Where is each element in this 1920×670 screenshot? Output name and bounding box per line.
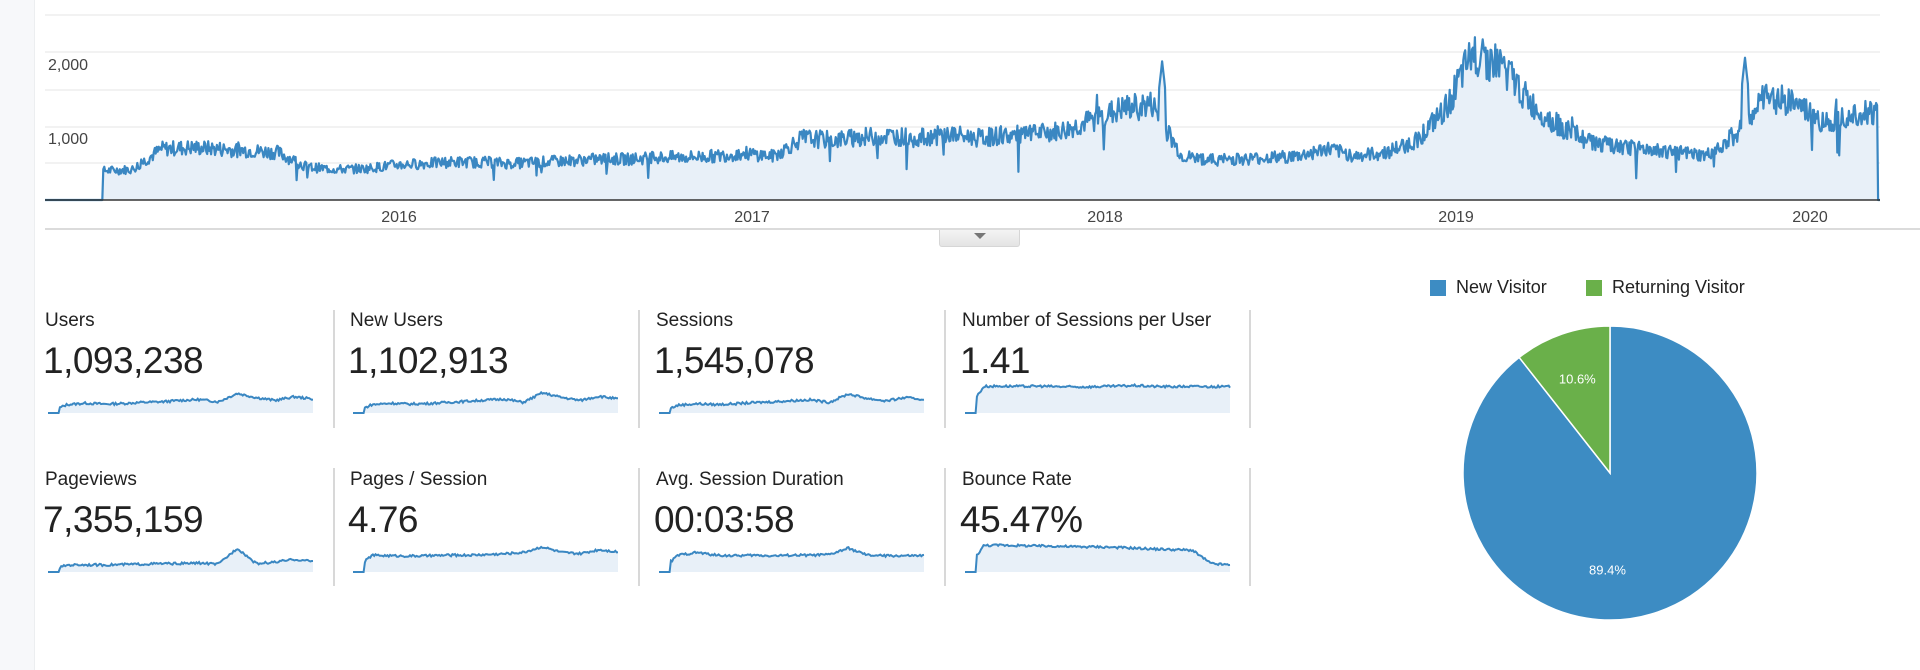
sparkline-area — [48, 549, 313, 572]
sparkline-area — [659, 394, 924, 413]
sparkline-line — [659, 546, 925, 573]
metric-label: Sessions — [656, 310, 734, 331]
metric-tile[interactable]: New Users 1,102,913 — [348, 310, 640, 430]
x-tick-label: 2018 — [1087, 209, 1123, 226]
sparkline-area — [353, 546, 618, 572]
x-tick-label: 2016 — [381, 209, 417, 226]
metric-value: 45.47% — [960, 499, 1083, 540]
x-tick-label: 2019 — [1438, 209, 1474, 226]
sparkline-line — [48, 548, 314, 573]
divider — [333, 310, 335, 428]
metric-value: 00:03:58 — [654, 499, 795, 540]
pie-slice-label: 10.6% — [1559, 372, 1596, 387]
sparkline-line — [48, 392, 314, 414]
divider — [638, 310, 640, 428]
metric-sparkline — [659, 393, 925, 414]
metric-value: 1,093,238 — [43, 340, 204, 381]
metric-label: New Users — [350, 310, 443, 331]
sparkline-area — [48, 393, 313, 413]
users-line-chart[interactable] — [0, 0, 1920, 240]
metric-value: 1.41 — [960, 340, 1031, 381]
divider — [944, 310, 946, 428]
metric-value: 1,545,078 — [654, 340, 815, 381]
pie-slice-returning-visitor[interactable] — [1518, 325, 1611, 476]
metric-value: 4.76 — [348, 499, 419, 540]
divider — [944, 468, 946, 586]
metric-tile[interactable]: Pageviews 7,355,159 — [43, 469, 335, 589]
sparkline-area — [965, 544, 1230, 572]
series-line-users — [44, 36, 1881, 202]
legend-swatch — [1586, 279, 1602, 296]
metric-sparkline — [48, 392, 314, 414]
metric-tile[interactable]: Avg. Session Duration 00:03:58 — [654, 469, 946, 589]
metric-label: Avg. Session Duration — [656, 469, 844, 490]
metric-label: Number of Sessions per User — [962, 310, 1212, 331]
metric-sparkline — [659, 546, 925, 573]
metric-sparkline — [965, 543, 1231, 573]
legend-label: New Visitor — [1456, 277, 1547, 297]
sparkline-line — [353, 390, 619, 414]
divider — [1249, 310, 1251, 428]
sparkline-area — [965, 384, 1230, 413]
x-tick-label: 2017 — [734, 209, 770, 226]
sparkline-line — [659, 393, 925, 414]
metric-sparkline — [965, 383, 1231, 414]
chart-collapse-toggle[interactable] — [939, 230, 1020, 247]
sparkline-line — [965, 543, 1231, 573]
metric-label: Pageviews — [45, 469, 137, 490]
metric-sparkline — [353, 545, 619, 573]
metric-value: 7,355,159 — [43, 499, 204, 540]
metric-value: 1,102,913 — [348, 340, 509, 381]
metric-tile[interactable]: Sessions 1,545,078 — [654, 310, 946, 430]
metric-tile[interactable]: Bounce Rate 45.47% — [960, 469, 1252, 589]
sparkline-area — [353, 392, 618, 413]
divider — [333, 468, 335, 586]
pie-slice-label: 89.4% — [1589, 562, 1626, 577]
legend-item-new-visitor[interactable]: New Visitor — [1430, 277, 1547, 298]
visitor-type-pie-chart[interactable]: 89.4% 10.6% — [1450, 313, 1770, 633]
y-tick-label: 2,000 — [48, 57, 89, 74]
metric-tile[interactable]: Pages / Session 4.76 — [348, 469, 640, 589]
sparkline-area — [659, 547, 924, 572]
metric-label: Pages / Session — [350, 469, 488, 490]
metric-tile[interactable]: Number of Sessions per User 1.41 — [960, 310, 1252, 430]
legend-swatch — [1430, 279, 1446, 296]
series-area — [45, 37, 1880, 201]
metric-sparkline — [48, 548, 314, 573]
legend-label: Returning Visitor — [1612, 277, 1745, 297]
y-tick-label: 1,000 — [48, 131, 89, 148]
x-tick-label: 2020 — [1792, 209, 1828, 226]
sparkline-line — [965, 383, 1231, 414]
legend-item-returning-visitor[interactable]: Returning Visitor — [1586, 277, 1745, 298]
divider — [1249, 468, 1251, 586]
metric-tile[interactable]: Users 1,093,238 — [43, 310, 335, 430]
sparkline-line — [353, 545, 619, 573]
metric-label: Bounce Rate — [962, 469, 1072, 490]
metric-label: Users — [45, 310, 95, 331]
caret-down-icon — [974, 233, 986, 239]
metric-sparkline — [353, 390, 619, 414]
divider — [638, 468, 640, 586]
left-sidebar-strip — [0, 0, 35, 670]
